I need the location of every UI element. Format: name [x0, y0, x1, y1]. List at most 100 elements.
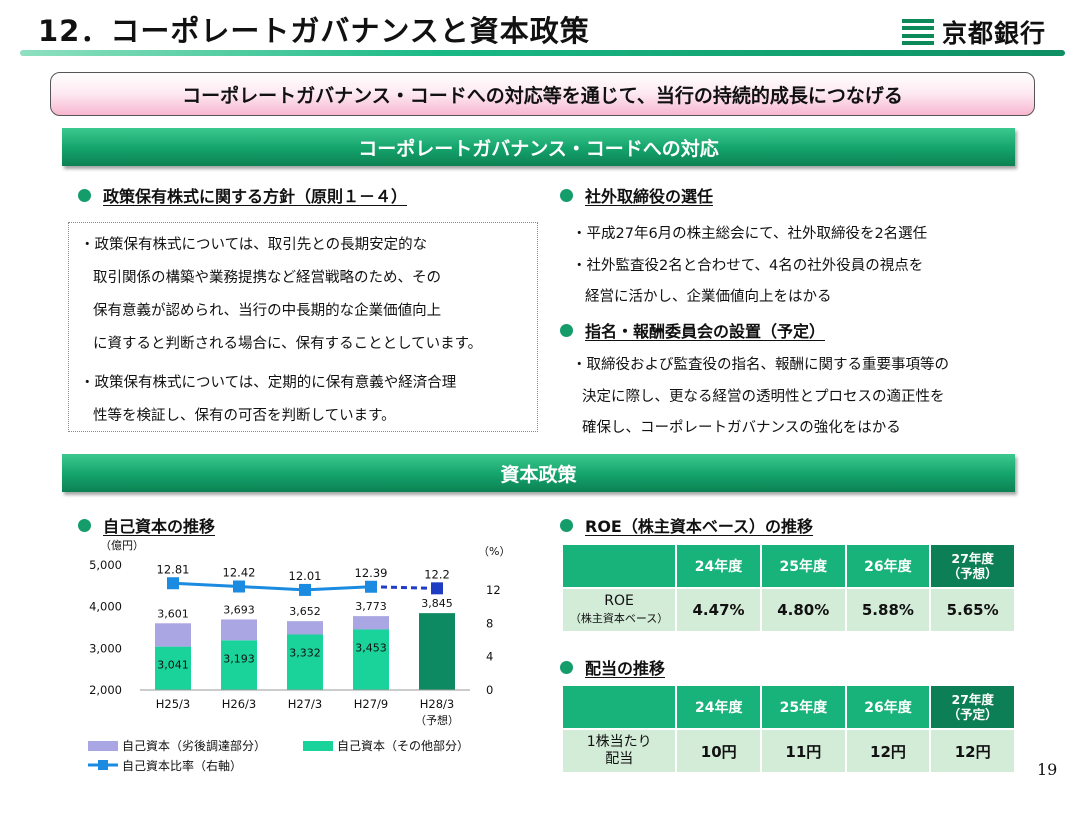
table-row: 24年度 25年度 26年度 27年度 （予定） [560, 684, 1016, 730]
table-corner-cell [560, 684, 678, 730]
logo-text: 京都銀行 [942, 19, 1047, 48]
x-tick-note: （予想） [415, 713, 459, 727]
section-capital-policy-bar: 資本政策 [62, 454, 1015, 492]
legend-swatch-other [303, 741, 333, 751]
header-year: 27年度 [951, 692, 994, 707]
row-label-dividend: 1株当たり 配当 [560, 728, 678, 774]
bullet-dot-icon [560, 188, 573, 202]
table-cell: 4.47% [675, 587, 762, 633]
ratio-point [233, 580, 245, 593]
table-header-cell-forecast: 27年度 （予想） [929, 543, 1016, 589]
heading-text: 政策保有株式に関する方針（原則１－４） [103, 187, 408, 206]
heading-text: 配当の推移 [585, 659, 666, 678]
row-sublabel: （株主資本ベース） [569, 612, 669, 625]
bullet-dot-icon [78, 518, 91, 532]
table-header-cell: 26年度 [844, 543, 932, 589]
heading-outside-directors: 社外取締役の選任 [560, 183, 713, 207]
committee-line: ・取締役および監査役の指名、報酬に関する重要事項等の [572, 357, 949, 373]
bar-data-label: 3,041 [157, 659, 189, 672]
heading-text: ROE（株主資本ベース）の推移 [585, 517, 814, 536]
bar-data-label: 3,332 [289, 647, 321, 660]
bullet-dot-icon [560, 518, 573, 532]
table-cell: 12円 [844, 728, 932, 774]
policy-line: ・政策保有株式については、取引先との長期安定的な [80, 237, 428, 253]
capital-chart: （億円） （%） 2,000 3,000 4,000 5,000 0 4 8 12 3,041 3,6… [88, 539, 510, 773]
bar-total-label: 3,652 [289, 605, 321, 618]
table-cell: 10円 [675, 728, 763, 774]
y-tick-label-left: 5,000 [89, 558, 122, 572]
ratio-point [365, 580, 377, 593]
row-label: 1株当たり [586, 734, 652, 750]
policy-line: 性等を検証し、保有の可否を判断しています。 [93, 408, 396, 424]
heading-capital-trend: 自己資本の推移 [78, 513, 215, 537]
ratio-data-label: 12.39 [355, 566, 388, 580]
table-header-cell: 25年度 [760, 684, 847, 730]
heading-dividend-trend: 配当の推移 [560, 655, 665, 679]
table-cell: 11円 [760, 728, 847, 774]
policy-text-box [68, 222, 538, 432]
page-title: 12．コーポレートガバナンスと資本政策 [38, 14, 590, 48]
bar-total-label: 3,693 [223, 603, 255, 616]
bullet-dot-icon [560, 323, 573, 337]
y-tick-label-right: 0 [486, 683, 493, 697]
ratio-line-segment [370, 585, 438, 590]
header-note: （予定） [947, 707, 998, 722]
bar-other-part [155, 646, 191, 690]
bar-other-part [353, 629, 389, 690]
policy-line: に資すると判断される場合に、保有することとしています。 [93, 336, 483, 352]
x-tick-label: H27/9 [354, 697, 388, 711]
bar-other-part [221, 640, 257, 690]
table-cell: 5.65% [929, 587, 1016, 633]
subtitle-banner: コーポレートガバナンス・コードへの対応等を通じて、当行の持続的成長につなげる [50, 72, 1035, 116]
table-row: ROE （株主資本ベース） 4.47% 4.80% 5.88% 5.65% [560, 587, 1016, 633]
ratio-data-label: 12.01 [289, 569, 322, 583]
y-tick-label-right: 12 [486, 583, 501, 597]
committee-line: 決定に際し、更なる経営の透明性とプロセスの適正性を [582, 389, 945, 405]
ratio-line-segment [172, 581, 240, 588]
directors-line: ・社外監査役2名と合わせて、4名の社外役員の視点を [572, 258, 924, 274]
table-header-cell: 24年度 [675, 684, 763, 730]
bar-total-label: 3,601 [157, 607, 189, 620]
table-header-cell: 26年度 [844, 684, 932, 730]
heading-text: 指名・報酬委員会の設置（予定） [585, 322, 826, 341]
policy-line: 保有意義が認められ、当行の中長期的な企業価値向上 [93, 303, 442, 319]
bar-subordinated-part [353, 616, 389, 630]
table-cell: 12円 [929, 728, 1016, 774]
bar-subordinated-part [155, 623, 191, 647]
heading-nomination-committee: 指名・報酬委員会の設置（予定） [560, 318, 825, 342]
bar-other-part [287, 634, 323, 690]
policy-line: ・政策保有株式については、定期的に保有意義や経済合理 [80, 375, 457, 391]
dividend-table: 24年度 25年度 26年度 27年度 （予定） 1株当たり 配当 10円 11… [560, 684, 1016, 774]
heading-policy-shareholding: 政策保有株式に関する方針（原則１－４） [78, 183, 407, 207]
policy-line: 取引関係の構築や業務提携など経営戦略のため、その [93, 270, 441, 286]
bank-logo: 京都銀行 [902, 14, 1046, 50]
directors-line: ・平成27年6月の株主総会にて、社外取締役を2名選任 [572, 226, 928, 242]
table-cell: 5.88% [844, 587, 932, 633]
ratio-data-label: 12.42 [223, 566, 256, 580]
page-number: 19 [1037, 760, 1058, 779]
y-tick-label-left: 4,000 [89, 600, 122, 614]
legend-label: 自己資本（劣後調達部分） [122, 738, 266, 753]
table-row: 24年度 25年度 26年度 27年度 （予想） [560, 543, 1016, 589]
bar-total-label: 3,845 [421, 597, 453, 610]
header-year: 27年度 [951, 551, 994, 566]
heading-text: 自己資本の推移 [103, 517, 216, 536]
legend-marker-ratio [98, 760, 108, 770]
heading-roe-trend: ROE（株主資本ベース）の推移 [560, 513, 813, 537]
ratio-data-label: 12.81 [157, 562, 190, 576]
bullet-dot-icon [78, 188, 91, 202]
bank-logo-icon [902, 19, 934, 45]
table-cell: 4.80% [759, 587, 847, 633]
section-governance-bar: コーポレートガバナンス・コードへの対応 [62, 128, 1015, 166]
ratio-point [431, 582, 443, 595]
table-row: 1株当たり 配当 10円 11円 12円 12円 [560, 728, 1016, 774]
roe-table: 24年度 25年度 26年度 27年度 （予想） ROE （株主資本ベース） 4… [560, 543, 1016, 633]
y-tick-label-right: 4 [486, 650, 493, 664]
table-header-cell: 24年度 [675, 543, 762, 589]
row-label-roe: ROE （株主資本ベース） [560, 587, 678, 633]
bar-subordinated-part [287, 621, 323, 635]
heading-text: 社外取締役の選任 [585, 187, 714, 206]
x-tick-label: H25/3 [156, 697, 190, 711]
directors-line: 経営に活かし、企業価値向上をはかる [585, 289, 832, 305]
y-axis-title-right: （%） [478, 545, 510, 558]
